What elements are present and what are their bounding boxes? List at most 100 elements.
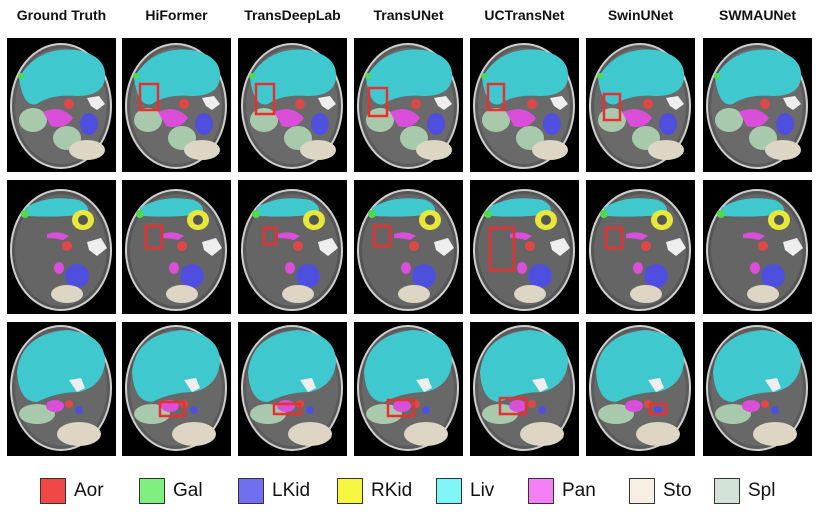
stomach-region [288, 422, 332, 446]
kidney-region [80, 113, 98, 135]
stomach-region [753, 422, 797, 446]
highlight-box [367, 86, 389, 118]
kidney-right-hilum [425, 215, 435, 225]
ct-panel-r0-c6 [703, 38, 812, 172]
ct-panel-r2-c3 [354, 322, 463, 456]
pancreas-lower-region [54, 262, 64, 274]
highlight-box [602, 92, 622, 122]
ct-panel-r2-c0 [7, 322, 116, 456]
kidney-region [776, 113, 794, 135]
aorta-region [62, 241, 72, 251]
legend-swatch [40, 478, 66, 504]
spleen-region [598, 404, 634, 424]
ct-image [241, 189, 343, 311]
stomach-region [51, 285, 83, 303]
legend-item: Spl [714, 478, 775, 504]
aorta-region [760, 99, 770, 109]
ct-image [241, 325, 343, 451]
legend-label: Aor [74, 480, 104, 501]
ct-image [473, 43, 575, 169]
spleen-region [19, 404, 55, 424]
kidney-left-region [644, 264, 668, 288]
stomach-region [532, 140, 568, 160]
gallbladder-region [481, 73, 487, 79]
vertebra [202, 238, 222, 256]
liver-region [25, 198, 88, 217]
ct-image [125, 189, 227, 311]
gallbladder-region [21, 210, 29, 218]
legend-swatch [436, 478, 462, 504]
spleen-region [715, 404, 751, 424]
pancreas-lower-region [750, 262, 760, 274]
legend-swatch [337, 478, 363, 504]
legend: Aor Gal LKid RKid Liv Pan Sto Spl [0, 478, 821, 506]
vertebra [318, 96, 336, 110]
kidney-region [538, 406, 546, 414]
aorta-region [293, 241, 303, 251]
ct-slice [10, 43, 112, 169]
pancreas-region [43, 109, 73, 127]
ct-slice [706, 325, 808, 451]
kidney-right-hilum [78, 215, 88, 225]
aorta-region [641, 241, 651, 251]
column-header-2: TransDeepLab [244, 7, 341, 23]
highlight-box [262, 226, 278, 246]
vertebra [202, 96, 220, 110]
highlight-box [648, 402, 668, 416]
highlight-box [144, 224, 164, 250]
kidney-right-hilum [193, 215, 203, 225]
legend-label: RKid [371, 480, 413, 501]
ct-image [241, 43, 343, 169]
highlight-box [372, 224, 392, 248]
pancreas-lower-region [517, 262, 527, 274]
stomach-region [184, 140, 220, 160]
stomach-region [166, 285, 198, 303]
pancreas-lower-region [401, 262, 411, 274]
ct-panel-r0-c0 [7, 38, 116, 172]
aorta-region [758, 241, 768, 251]
vertebra [300, 378, 316, 392]
legend-item: RKid [337, 478, 412, 504]
pancreas-region [625, 400, 643, 412]
ct-slice [125, 43, 227, 169]
ct-image [125, 43, 227, 169]
stomach-region [398, 285, 430, 303]
ct-image [473, 189, 575, 311]
vertebra [532, 378, 548, 392]
pancreas-region [46, 400, 64, 412]
pancreas-region [506, 109, 536, 127]
stomach-region [648, 140, 684, 160]
stomach-region [404, 422, 448, 446]
ct-slice [589, 43, 691, 169]
ct-panel-r1-c2 [238, 180, 347, 314]
gallbladder-region [600, 210, 608, 218]
ct-slice [357, 189, 459, 311]
liver-region [256, 198, 319, 217]
vertebra [434, 96, 452, 110]
kidney-region [311, 113, 329, 135]
aorta-region [411, 99, 421, 109]
pancreas-region [626, 232, 648, 240]
kidney-left-region [180, 264, 204, 288]
spleen-region [19, 108, 47, 132]
ct-slice [125, 325, 227, 451]
vertebra [783, 238, 803, 256]
legend-label: Spl [748, 480, 776, 501]
gallbladder-region [136, 210, 144, 218]
kidney-region [195, 113, 213, 135]
kidney-region [427, 113, 445, 135]
pancreas-region [47, 232, 69, 240]
highlight-box [386, 398, 416, 418]
stomach-region [636, 422, 680, 446]
kidney-region [659, 113, 677, 135]
liver-region [488, 198, 551, 217]
ct-panel-r0-c3 [354, 38, 463, 172]
ct-slice [10, 325, 112, 451]
ct-image [357, 43, 459, 169]
liver-region [715, 49, 802, 105]
highlight-box [138, 82, 160, 112]
ct-slice [706, 43, 808, 169]
liver-region [598, 49, 685, 105]
kidney-right-hilum [774, 215, 784, 225]
gallbladder-region [365, 73, 371, 79]
